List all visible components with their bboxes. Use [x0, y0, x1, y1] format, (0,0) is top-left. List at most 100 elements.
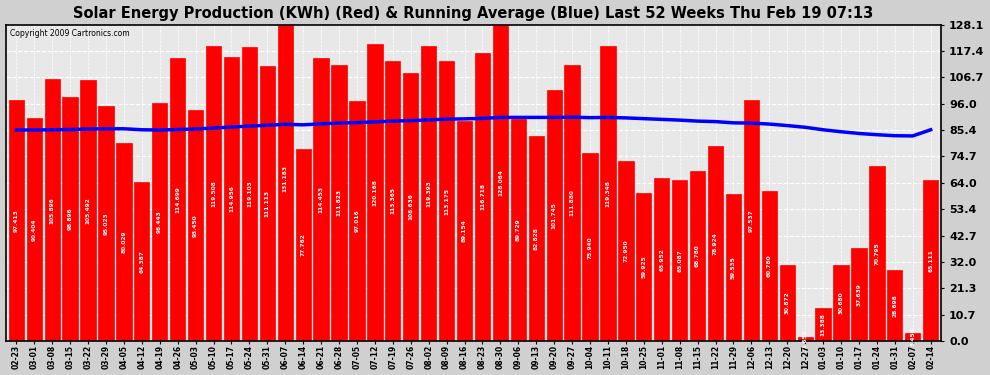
Bar: [743, 100, 759, 341]
Text: 80.029: 80.029: [122, 231, 127, 254]
Text: 111.880: 111.880: [569, 189, 574, 216]
Bar: [135, 182, 149, 341]
Bar: [116, 143, 132, 341]
Text: 113.365: 113.365: [390, 188, 395, 214]
Bar: [242, 47, 257, 341]
Bar: [708, 146, 723, 341]
Text: 75.940: 75.940: [587, 236, 593, 258]
Bar: [619, 161, 634, 341]
Bar: [385, 61, 400, 341]
Text: 96.443: 96.443: [157, 210, 162, 233]
Bar: [206, 46, 221, 341]
Bar: [654, 178, 669, 341]
Text: 64.387: 64.387: [140, 250, 145, 273]
Text: 119.393: 119.393: [426, 180, 432, 207]
Text: 28.698: 28.698: [892, 294, 897, 317]
Text: 90.404: 90.404: [32, 218, 37, 241]
Text: 97.016: 97.016: [354, 210, 359, 232]
Bar: [27, 118, 42, 341]
Text: 111.113: 111.113: [264, 190, 270, 217]
Text: 65.087: 65.087: [677, 249, 682, 272]
Bar: [224, 57, 239, 341]
Text: 114.956: 114.956: [229, 186, 234, 213]
Bar: [439, 62, 454, 341]
Bar: [403, 73, 419, 341]
Text: 82.828: 82.828: [534, 227, 539, 250]
Text: 1.650: 1.650: [803, 330, 808, 348]
Bar: [546, 90, 561, 341]
Bar: [170, 58, 185, 341]
Text: 77.762: 77.762: [301, 234, 306, 256]
Bar: [80, 80, 96, 341]
Text: 119.103: 119.103: [247, 180, 251, 207]
Text: 70.795: 70.795: [874, 242, 879, 265]
Bar: [761, 191, 777, 341]
Text: 78.924: 78.924: [713, 232, 718, 255]
Bar: [637, 193, 651, 341]
Bar: [349, 101, 364, 341]
Text: 30.680: 30.680: [839, 292, 843, 314]
Bar: [367, 44, 382, 341]
Bar: [332, 65, 346, 341]
Text: 128.064: 128.064: [498, 170, 503, 196]
Text: 114.453: 114.453: [319, 186, 324, 213]
Text: 105.896: 105.896: [50, 197, 54, 223]
Text: 65.952: 65.952: [659, 248, 664, 271]
Bar: [45, 80, 59, 341]
Bar: [798, 337, 813, 341]
Text: 59.925: 59.925: [642, 256, 646, 278]
Bar: [296, 149, 311, 341]
Text: 131.183: 131.183: [283, 165, 288, 192]
Title: Solar Energy Production (KWh) (Red) & Running Average (Blue) Last 52 Weeks Thu F: Solar Energy Production (KWh) (Red) & Ru…: [73, 6, 873, 21]
Bar: [314, 58, 329, 341]
Text: 95.023: 95.023: [104, 212, 109, 235]
Bar: [98, 106, 114, 341]
Text: 98.896: 98.896: [67, 207, 72, 230]
Text: 111.823: 111.823: [337, 189, 342, 216]
Bar: [493, 25, 508, 341]
Bar: [582, 153, 598, 341]
Bar: [600, 46, 616, 341]
Bar: [923, 180, 939, 341]
Bar: [690, 171, 705, 341]
Bar: [816, 308, 831, 341]
Text: 113.175: 113.175: [445, 188, 449, 215]
Bar: [672, 180, 687, 341]
Text: 30.872: 30.872: [785, 291, 790, 314]
Bar: [779, 265, 795, 341]
Text: 119.508: 119.508: [211, 180, 216, 207]
Bar: [905, 333, 921, 341]
Bar: [277, 17, 293, 341]
Text: 101.745: 101.745: [551, 202, 556, 229]
Bar: [869, 166, 884, 341]
Text: 37.639: 37.639: [856, 283, 861, 306]
Bar: [564, 64, 580, 341]
Bar: [851, 248, 866, 341]
Bar: [259, 66, 275, 341]
Bar: [421, 46, 437, 341]
Bar: [457, 121, 472, 341]
Text: 114.699: 114.699: [175, 186, 180, 213]
Text: 120.168: 120.168: [372, 179, 377, 206]
Text: 108.636: 108.636: [408, 194, 413, 220]
Text: 97.537: 97.537: [748, 209, 754, 232]
Text: 68.780: 68.780: [695, 244, 700, 267]
Bar: [834, 265, 848, 341]
Bar: [529, 136, 544, 341]
Text: 97.413: 97.413: [14, 209, 19, 232]
Bar: [726, 194, 742, 341]
Text: 59.535: 59.535: [731, 256, 736, 279]
Text: 93.450: 93.450: [193, 214, 198, 237]
Text: Copyright 2009 Cartronics.com: Copyright 2009 Cartronics.com: [10, 29, 130, 38]
Text: 89.729: 89.729: [516, 219, 521, 242]
Bar: [887, 270, 903, 341]
Bar: [188, 110, 203, 341]
Bar: [9, 100, 24, 341]
Bar: [511, 119, 526, 341]
Text: 119.348: 119.348: [606, 180, 611, 207]
Bar: [62, 97, 78, 341]
Text: 89.154: 89.154: [462, 219, 467, 242]
Text: 13.388: 13.388: [821, 313, 826, 336]
Text: 60.780: 60.780: [767, 255, 772, 277]
Text: 105.492: 105.492: [85, 197, 90, 224]
